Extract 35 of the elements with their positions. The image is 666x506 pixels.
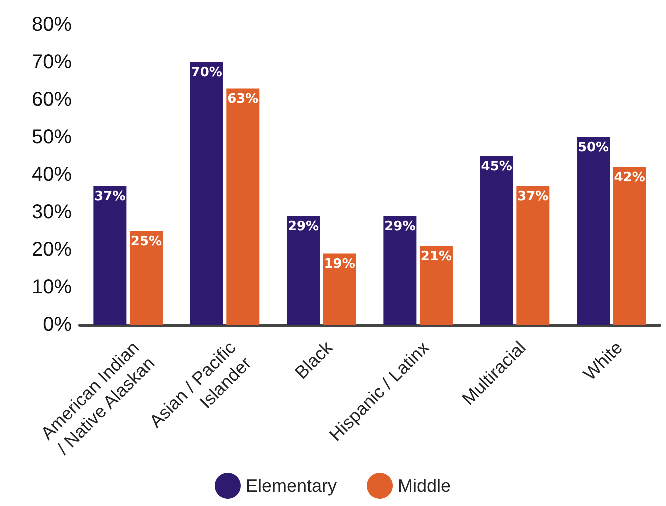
bar: [323, 254, 356, 325]
y-tick-label: 40%: [32, 164, 72, 186]
y-tick-label: 10%: [32, 276, 72, 298]
bar: [226, 88, 260, 325]
data-label: 37%: [94, 189, 126, 204]
bar: [480, 156, 514, 325]
data-label: 42%: [614, 170, 646, 186]
legend-label: Middle: [398, 476, 452, 496]
bar: [287, 216, 320, 325]
data-label: 70%: [191, 66, 222, 80]
y-tick-label: 0%: [43, 314, 72, 336]
y-tick-label: 30%: [32, 202, 72, 224]
legend-label: Elementary: [246, 476, 338, 496]
data-label: 21%: [420, 249, 452, 264]
data-label: 29%: [384, 219, 416, 234]
bar: [94, 186, 127, 325]
data-label: 45%: [481, 159, 512, 174]
y-tick-label: 80%: [32, 14, 72, 36]
bar: [384, 216, 417, 325]
bar: [190, 62, 224, 325]
bar: [613, 168, 646, 325]
bar: [420, 246, 453, 325]
y-tick-label: 60%: [32, 89, 72, 111]
data-label: 63%: [228, 92, 259, 107]
data-label: 37%: [518, 189, 549, 204]
data-label: 19%: [324, 256, 356, 272]
bar: [130, 231, 163, 325]
bar: [577, 138, 610, 325]
y-tick-label: 20%: [32, 239, 72, 261]
data-label: 25%: [130, 234, 162, 250]
data-label: 50%: [578, 140, 610, 156]
bar: [516, 186, 550, 325]
y-tick-label: 50%: [32, 126, 72, 148]
data-label: 29%: [288, 219, 320, 234]
y-tick-label: 70%: [32, 52, 72, 74]
